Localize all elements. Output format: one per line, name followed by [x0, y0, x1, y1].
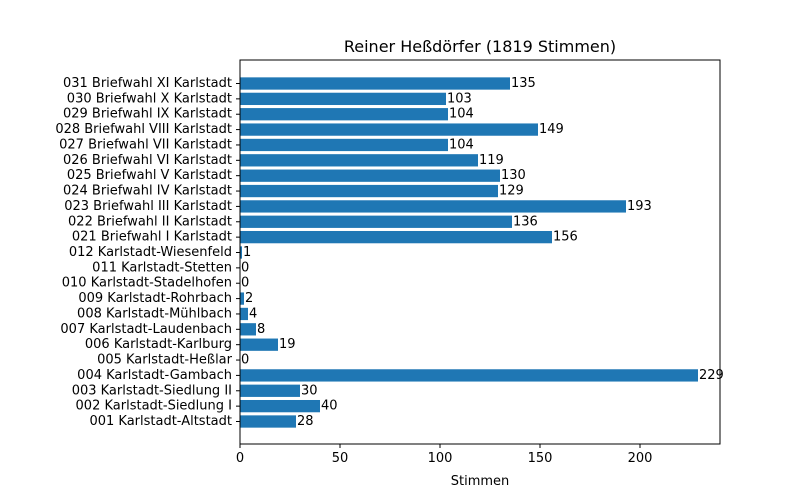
category-label: 012 Karlstadt-Wiesenfeld — [69, 245, 232, 260]
x-axis-ticks: 0 50 100 150 200 — [236, 83, 653, 466]
x-axis-label: Stimmen — [451, 474, 510, 489]
x-tick-label: 50 — [332, 451, 349, 466]
category-label: 001 Karlstadt-Altstadt — [89, 414, 232, 429]
value-labels: 2840302290198420011561361931291301191041… — [241, 76, 724, 429]
bar — [240, 108, 448, 121]
value-label: 1 — [243, 245, 251, 260]
value-label: 28 — [297, 414, 314, 429]
value-label: 40 — [321, 399, 338, 414]
category-label: 030 Briefwahl X Karlstadt — [67, 91, 232, 106]
bar — [240, 215, 512, 228]
value-label: 149 — [539, 122, 564, 137]
bar — [240, 123, 538, 136]
category-label: 027 Briefwahl VII Karlstadt — [59, 137, 232, 152]
x-tick-label: 100 — [428, 451, 453, 466]
category-label: 023 Briefwahl III Karlstadt — [64, 199, 232, 214]
bar — [240, 323, 256, 336]
category-label: 004 Karlstadt-Gambach — [77, 368, 232, 383]
bar — [240, 307, 248, 321]
value-label: 30 — [301, 383, 318, 398]
bar — [240, 399, 320, 413]
category-label: 028 Briefwahl VIII Karlstadt — [55, 122, 232, 137]
bar — [240, 77, 510, 90]
bars-group — [240, 77, 698, 428]
value-label: 104 — [449, 137, 474, 152]
category-label: 011 Karlstadt-Stetten — [92, 260, 232, 275]
bar — [240, 169, 500, 182]
value-label: 193 — [627, 199, 652, 214]
x-tick-label: 150 — [528, 451, 553, 466]
bar — [240, 292, 244, 305]
plot-frame — [239, 59, 721, 445]
bar — [240, 92, 446, 106]
category-label: 022 Briefwahl II Karlstadt — [68, 214, 232, 229]
value-label: 0 — [241, 260, 249, 275]
bar — [240, 184, 498, 198]
x-tick-label: 0 — [236, 451, 244, 466]
category-label: 003 Karlstadt-Siedlung II — [72, 383, 232, 398]
value-label: 119 — [479, 153, 504, 168]
value-label: 104 — [449, 107, 474, 122]
value-label: 4 — [249, 306, 257, 321]
category-label: 005 Karlstadt-Heßlar — [97, 353, 233, 368]
value-label: 135 — [511, 76, 536, 91]
category-label: 024 Briefwahl IV Karlstadt — [63, 184, 232, 199]
category-label: 010 Karlstadt-Stadelhofen — [62, 276, 232, 291]
value-label: 129 — [499, 184, 524, 199]
value-label: 103 — [447, 91, 472, 106]
value-label: 0 — [241, 276, 249, 291]
category-label: 009 Karlstadt-Rohrbach — [78, 291, 232, 306]
category-label: 021 Briefwahl I Karlstadt — [72, 230, 232, 245]
category-label: 031 Briefwahl XI Karlstadt — [63, 76, 232, 91]
value-label: 8 — [257, 322, 265, 337]
bar — [240, 230, 552, 244]
category-label: 026 Briefwahl VI Karlstadt — [63, 153, 232, 168]
bar — [240, 200, 626, 213]
bar — [240, 246, 242, 259]
bar — [240, 138, 448, 152]
category-label: 006 Karlstadt-Karlburg — [85, 337, 232, 352]
value-label: 130 — [501, 168, 526, 183]
category-label: 008 Karlstadt-Mühlbach — [77, 306, 232, 321]
bar — [240, 154, 478, 167]
bar — [240, 369, 698, 382]
bar — [240, 338, 278, 351]
value-label: 0 — [241, 353, 249, 368]
value-label: 156 — [553, 230, 578, 245]
value-label: 229 — [699, 368, 724, 383]
x-tick-label: 200 — [628, 451, 653, 466]
category-label: 002 Karlstadt-Siedlung I — [76, 399, 232, 414]
category-label: 029 Briefwahl IX Karlstadt — [63, 107, 232, 122]
chart-title: Reiner Heßdörfer (1819 Stimmen) — [344, 37, 616, 56]
bar — [240, 384, 300, 397]
category-label: 007 Karlstadt-Laudenbach — [60, 322, 232, 337]
value-label: 136 — [513, 214, 538, 229]
category-label: 025 Briefwahl V Karlstadt — [67, 168, 232, 183]
bar — [240, 415, 296, 428]
value-label: 2 — [245, 291, 253, 306]
value-label: 19 — [279, 337, 296, 352]
